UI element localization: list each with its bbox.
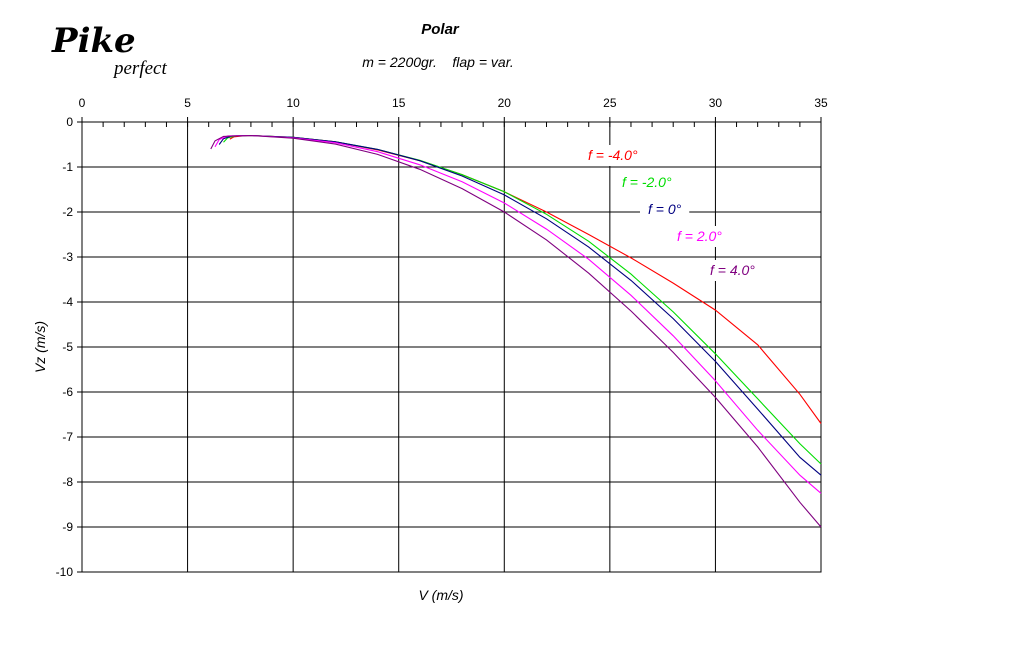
y-tick-label: -3 bbox=[62, 250, 73, 264]
legend-label: f = -4.0° bbox=[588, 147, 638, 163]
legend-label-bg bbox=[702, 260, 763, 281]
series-line-4 bbox=[210, 134, 822, 528]
y-tick-label: -1 bbox=[62, 160, 73, 174]
y-tick-label: -7 bbox=[62, 430, 73, 444]
y-axis-label: Vz (m/s) bbox=[32, 321, 48, 373]
plot-area bbox=[77, 117, 822, 573]
legend-label: f = 0° bbox=[648, 201, 682, 217]
y-tick-label: -5 bbox=[62, 340, 73, 354]
legend-label-bg bbox=[580, 145, 646, 166]
legend-item: f = 4.0° bbox=[702, 260, 763, 281]
axis-ticks bbox=[77, 117, 822, 573]
legend-item: f = -2.0° bbox=[614, 172, 680, 193]
legend-item: f = -4.0° bbox=[580, 145, 646, 166]
legend-label-bg bbox=[614, 172, 680, 193]
legend-label-bg bbox=[669, 226, 730, 247]
x-tick-label: 15 bbox=[392, 96, 406, 110]
x-tick-label: 20 bbox=[498, 96, 512, 110]
x-tick-label: 5 bbox=[184, 96, 191, 110]
logo-sub: perfect bbox=[112, 58, 167, 79]
y-tick-label: -8 bbox=[62, 475, 73, 489]
legend: f = -4.0° f = -2.0° f = 0° f = 2.0° f = 4.0° bbox=[580, 145, 763, 281]
chart-subtitle: m = 2200gr. flap = var. bbox=[362, 54, 513, 70]
series-line-3 bbox=[214, 134, 822, 494]
legend-item: f = 0° bbox=[640, 199, 690, 220]
x-tick-label: 10 bbox=[286, 96, 300, 110]
x-tick-label: 0 bbox=[79, 96, 86, 110]
x-tick-label: 30 bbox=[709, 96, 723, 110]
x-tick-label: 25 bbox=[603, 96, 617, 110]
legend-label: f = -2.0° bbox=[622, 174, 672, 190]
legend-item: f = 2.0° bbox=[669, 226, 730, 247]
chart-title: Polar bbox=[421, 21, 460, 38]
series-line-2 bbox=[218, 134, 822, 476]
x-tick-label: 35 bbox=[814, 96, 828, 110]
y-tick-label: -10 bbox=[56, 565, 74, 579]
legend-label: f = 2.0° bbox=[677, 228, 722, 244]
x-axis-label: V (m/s) bbox=[418, 587, 463, 603]
grid-lines bbox=[81, 121, 822, 573]
y-tick-label: -4 bbox=[62, 295, 73, 309]
tick-labels: 0 5 10 15 20 25 30 35 0 -1 -2 -3 -4 -5 -6 -7 -8 -9 -10 bbox=[56, 96, 828, 579]
logo-main: Pike bbox=[51, 21, 136, 61]
legend-label: f = 4.0° bbox=[710, 262, 755, 278]
series-lines bbox=[210, 134, 822, 528]
legend-label-bg bbox=[640, 199, 690, 220]
y-tick-label: -9 bbox=[62, 520, 73, 534]
series-line-1 bbox=[223, 134, 822, 465]
y-tick-label: -6 bbox=[62, 385, 73, 399]
y-tick-label: 0 bbox=[66, 115, 73, 129]
y-tick-label: -2 bbox=[62, 205, 73, 219]
